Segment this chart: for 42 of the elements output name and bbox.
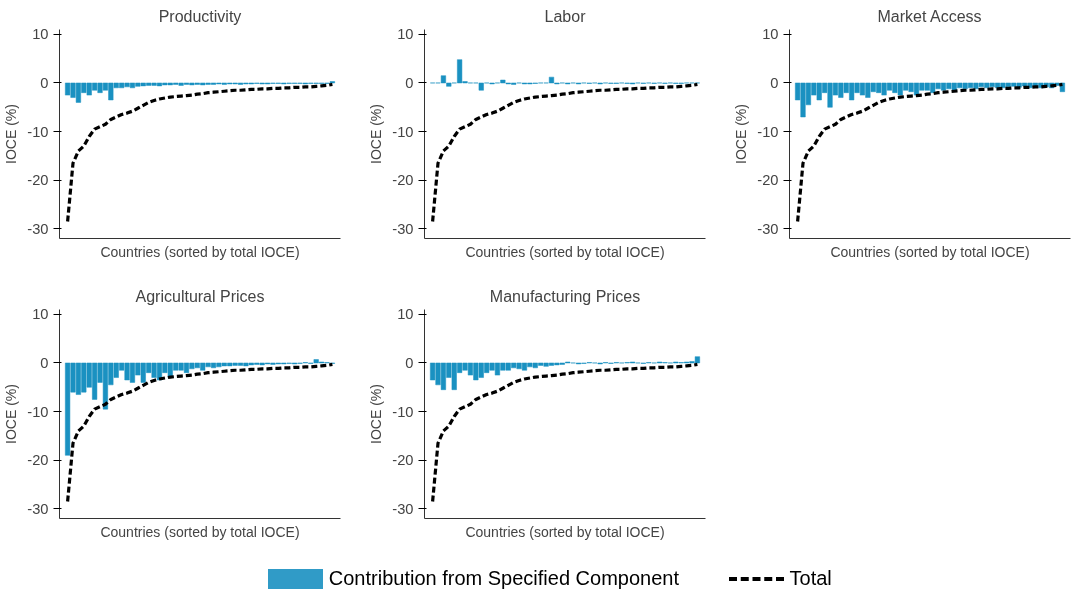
y-tick-label: 0 [40,74,49,91]
y-tick-label: -30 [27,220,49,237]
y-tick-label: 10 [397,306,414,323]
y-tick-label: 0 [40,354,49,371]
y-axis-title: IOCE (%) [368,104,385,164]
x-axis-title: Countries (sorted by total IOCE) [830,243,1030,260]
y-axis-title: IOCE (%) [3,384,20,444]
y-tick-label: -20 [27,452,49,469]
x-axis-title: Countries (sorted by total IOCE) [100,243,300,260]
y-tick-label: 0 [770,74,779,91]
chart-title: Agricultural Prices [135,287,265,305]
chart-title: Productivity [158,7,242,25]
y-tick-label: 10 [762,26,779,43]
x-axis-title: Countries (sorted by total IOCE) [100,523,300,540]
x-axis-title: Countries (sorted by total IOCE) [465,523,665,540]
y-tick-label: -30 [757,220,779,237]
y-tick-label: 10 [397,26,414,43]
y-tick-label: -20 [757,172,779,189]
y-tick-label: -10 [27,123,49,140]
x-axis-title: Countries (sorted by total IOCE) [465,243,665,260]
y-tick-label: 0 [405,354,414,371]
y-tick-label: -30 [27,500,49,517]
y-tick-label: -10 [392,403,414,420]
y-axis-title: IOCE (%) [733,104,750,164]
chart-title: Market Access [877,7,982,25]
y-axis-title: IOCE (%) [3,104,20,164]
y-tick-label: -10 [392,123,414,140]
y-tick-label: 10 [32,306,49,323]
y-axis-title: IOCE (%) [368,384,385,444]
legend-label: Total [789,567,832,590]
y-tick-label: 0 [405,74,414,91]
y-tick-label: -10 [757,123,779,140]
y-tick-label: 10 [32,26,49,43]
legend-label: Contribution from Specified Component [328,567,679,590]
y-tick-label: -20 [392,172,414,189]
y-tick-label: -20 [27,172,49,189]
y-tick-label: -10 [27,403,49,420]
y-tick-label: -30 [392,500,414,517]
chart-title: Manufacturing Prices [489,287,641,305]
chart-title: Labor [544,7,587,25]
y-tick-label: -20 [392,452,414,469]
y-tick-label: -30 [392,220,414,237]
